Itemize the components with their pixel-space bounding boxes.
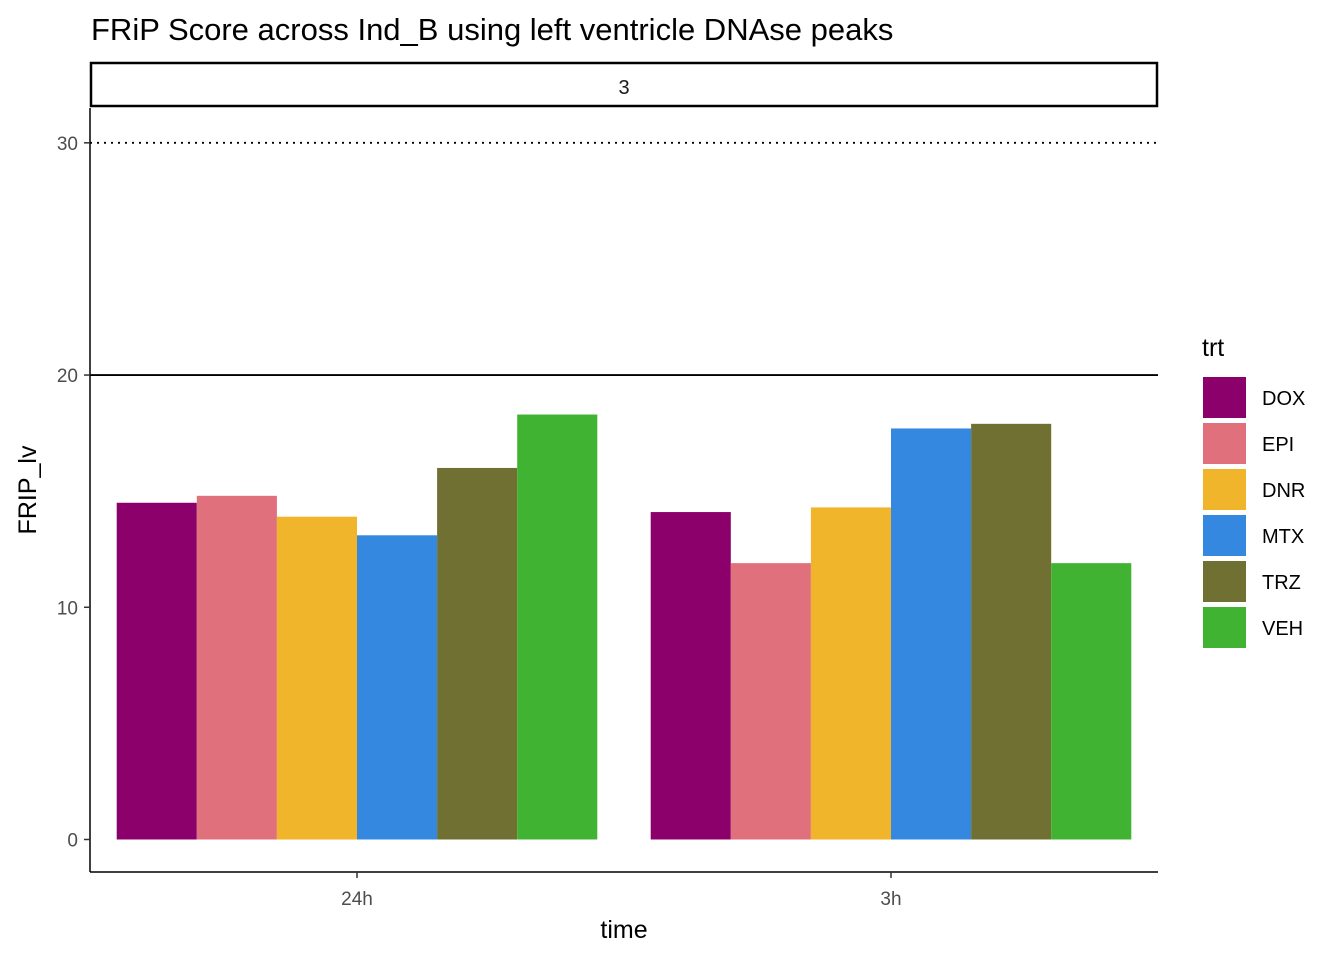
x-tick-label: 3h [880, 889, 901, 910]
facet-strip [89, 61, 1159, 108]
y-tick-label: 10 [57, 598, 78, 619]
bar-dnr-3h [810, 507, 891, 840]
bar-veh-24h [517, 414, 598, 840]
legend-label-trz: TRZ [1262, 572, 1301, 594]
legend: trt DOX EPI DNR MTX TRZ VEH [1202, 334, 1305, 648]
bar-dox-3h [650, 512, 731, 840]
legend-key-trz [1203, 561, 1246, 602]
x-axis-title: time [600, 916, 647, 944]
bar-dnr-24h [276, 516, 357, 840]
bar-dox-24h [116, 502, 197, 840]
bar-epi-3h [730, 563, 811, 840]
legend-key-dnr [1203, 469, 1246, 510]
chart-title: FRiP Score across Ind_B using left ventr… [91, 12, 893, 47]
bar-mtx-24h [357, 535, 438, 840]
bars-group [116, 414, 1132, 840]
y-axis-ticks: 0 10 20 30 [57, 134, 90, 851]
y-tick-label: 30 [57, 134, 78, 155]
legend-label-veh: VEH [1262, 618, 1303, 640]
bar-veh-3h [1051, 563, 1132, 840]
legend-title: trt [1202, 334, 1224, 362]
bar-epi-24h [196, 495, 277, 840]
legend-label-dox: DOX [1262, 388, 1305, 410]
legend-key-veh [1203, 607, 1246, 648]
legend-label-mtx: MTX [1262, 526, 1304, 548]
x-tick-label: 24h [341, 889, 373, 910]
legend-label-dnr: DNR [1262, 480, 1305, 502]
bar-mtx-3h [891, 428, 972, 840]
legend-key-dox [1203, 377, 1246, 418]
x-axis-ticks: 24h 3h [341, 872, 902, 910]
reference-lines [90, 141, 1158, 376]
bar-trz-24h [437, 467, 518, 840]
legend-key-epi [1203, 423, 1246, 464]
legend-label-epi: EPI [1262, 434, 1294, 456]
y-tick-label: 20 [57, 366, 78, 387]
y-tick-label: 0 [67, 830, 78, 851]
bar-trz-3h [971, 423, 1052, 840]
y-axis-title: FRIP_lv [14, 445, 42, 534]
legend-key-mtx [1203, 515, 1246, 556]
facet-strip-label: 3 [618, 77, 629, 99]
